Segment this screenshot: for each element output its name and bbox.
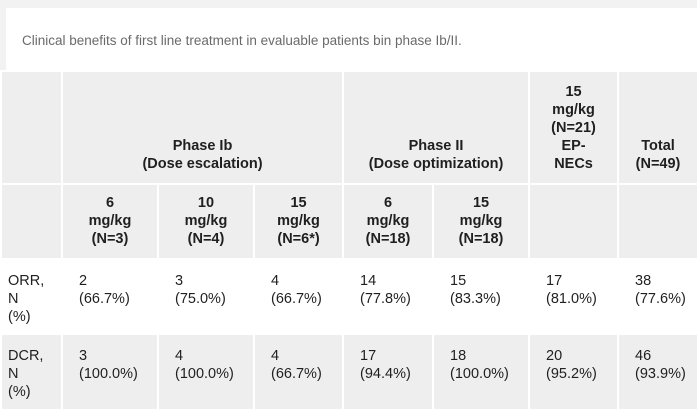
dose-value: 15 <box>472 195 490 211</box>
dose-unit: mg/kg <box>366 213 410 229</box>
row-label: DCR, N (%) <box>0 333 63 411</box>
table-caption: Clinical benefits of first line treatmen… <box>6 8 697 70</box>
cell-percent: (100.0%) <box>450 366 509 382</box>
table-cell: 4 (66.7%) <box>252 258 345 335</box>
cell-percent: (66.7%) <box>79 291 130 307</box>
cell-count: 17 <box>360 348 377 364</box>
cell-count: 18 <box>450 348 467 364</box>
cell-count: 4 <box>271 273 280 289</box>
cell-count: 14 <box>360 273 377 289</box>
cell-percent: (66.7%) <box>271 291 322 307</box>
blank-header-cell <box>0 183 63 260</box>
cell-count: 20 <box>546 348 563 364</box>
header-ep-necs-line: NECs <box>554 156 593 172</box>
table-row-dcr: DCR, N (%) 3 (100.0%) 4 (100.0%) 4 (66.7%) … <box>0 333 697 411</box>
header-dose-15-ib: 15 mg/kg (N=6*) <box>252 183 345 260</box>
dose-value: 6 <box>105 195 115 211</box>
dose-unit: mg/kg <box>277 213 320 229</box>
table-cell: 4 (100.0%) <box>157 333 255 411</box>
header-ep-necs-line: mg/kg <box>552 102 595 118</box>
table-cell: 2 (66.7%) <box>61 258 159 335</box>
cell-count: 38 <box>635 273 652 289</box>
header-phase-ib: Phase Ib (Dose escalation) <box>60 70 345 185</box>
cell-percent: (81.0%) <box>546 291 597 307</box>
cell-percent: (100.0%) <box>175 366 234 382</box>
row-label-line: ORR, <box>8 273 45 289</box>
cell-percent: (93.9%) <box>635 366 686 382</box>
table-cell: 17 (94.4%) <box>342 333 435 411</box>
cell-percent: (75.0%) <box>175 291 226 307</box>
row-label-line: (%) <box>8 384 31 400</box>
dose-value: 10 <box>197 195 215 211</box>
dose-unit: mg/kg <box>459 213 503 229</box>
header-ep-necs: 15 mg/kg (N=21) EP- NECs <box>528 70 620 185</box>
row-label-line: N <box>8 366 19 382</box>
table-cell: 17 (81.0%) <box>528 258 620 335</box>
blank-header-cell <box>617 183 697 260</box>
header-dose-6-ib: 6 mg/kg (N=3) <box>61 183 159 260</box>
table-row-orr: ORR, N (%) 2 (66.7%) 3 (75.0%) 4 (66.7%) 14… <box>0 258 697 335</box>
cell-count: 4 <box>271 348 280 364</box>
clinical-benefits-table: Phase Ib (Dose escalation) Phase II (Dos… <box>0 70 697 411</box>
cell-percent: (77.8%) <box>360 291 411 307</box>
header-phase-ib-subtitle: (Dose escalation) <box>142 156 263 172</box>
header-dose-6-ii: 6 mg/kg (N=18) <box>342 183 435 260</box>
row-label-line: DCR, <box>8 348 44 364</box>
header-phase-ib-title: Phase Ib <box>172 138 233 154</box>
table-container: Clinical benefits of first line treatmen… <box>0 8 697 411</box>
header-ep-necs-line: 15 <box>565 84 582 100</box>
dose-n: (N=18) <box>365 231 411 247</box>
header-phase-ii-subtitle: (Dose optimization) <box>368 156 504 172</box>
header-ep-necs-line: (N=21) <box>551 120 596 136</box>
blank-header-cell <box>528 183 620 260</box>
corner-cell <box>0 70 63 185</box>
table-cell: 20 (95.2%) <box>528 333 620 411</box>
cell-percent: (94.4%) <box>360 366 411 382</box>
cell-count: 3 <box>175 273 184 289</box>
cell-count: 2 <box>79 273 88 289</box>
table-cell: 15 (83.3%) <box>432 258 531 335</box>
cell-count: 4 <box>175 348 184 364</box>
table-cell: 18 (100.0%) <box>432 333 531 411</box>
table-cell: 4 (66.7%) <box>252 333 345 411</box>
header-total-title: Total <box>641 138 675 154</box>
header-phase-ii-title: Phase II <box>408 138 464 154</box>
cell-percent: (100.0%) <box>79 366 138 382</box>
row-label: ORR, N (%) <box>0 258 63 335</box>
header-phase-ii: Phase II (Dose optimization) <box>342 70 531 185</box>
table-cell: 38 (77.6%) <box>617 258 697 335</box>
dose-n: (N=6*) <box>277 231 320 247</box>
dose-n: (N=3) <box>91 231 129 247</box>
header-ep-necs-line: EP- <box>561 138 586 154</box>
cell-count: 3 <box>79 348 88 364</box>
cell-count: 15 <box>450 273 467 289</box>
row-label-line: (%) <box>8 309 31 325</box>
cell-count: 46 <box>635 348 652 364</box>
cell-percent: (77.6%) <box>635 291 686 307</box>
header-dose-15-ii: 15 mg/kg (N=18) <box>432 183 531 260</box>
table-cell: 3 (100.0%) <box>61 333 159 411</box>
dose-n: (N=4) <box>187 231 225 247</box>
table-cell: 3 (75.0%) <box>157 258 255 335</box>
header-total-n: (N=49) <box>635 156 681 172</box>
cell-percent: (66.7%) <box>271 366 322 382</box>
dose-n: (N=18) <box>458 231 504 247</box>
dose-unit: mg/kg <box>184 213 228 229</box>
table-cell: 14 (77.8%) <box>342 258 435 335</box>
dose-unit: mg/kg <box>88 213 132 229</box>
header-total: Total (N=49) <box>617 70 697 185</box>
cell-count: 17 <box>546 273 563 289</box>
dose-value: 6 <box>383 195 393 211</box>
row-label-line: N <box>8 291 19 307</box>
header-dose-10-ib: 10 mg/kg (N=4) <box>157 183 255 260</box>
cell-percent: (95.2%) <box>546 366 597 382</box>
table-cell: 46 (93.9%) <box>617 333 697 411</box>
cell-percent: (83.3%) <box>450 291 501 307</box>
dose-value: 15 <box>290 195 307 211</box>
